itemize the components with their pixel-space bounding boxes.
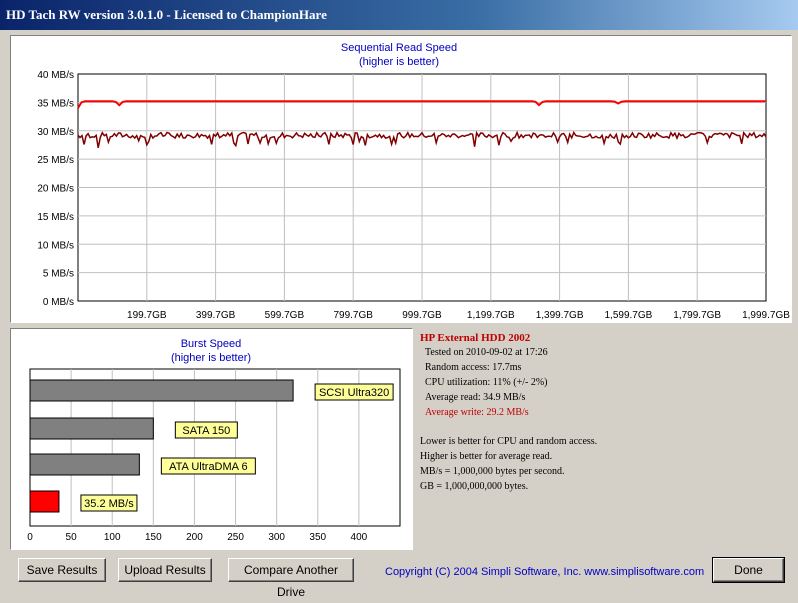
x-tick-label: 999.7GB xyxy=(402,310,442,321)
y-tick-label: 10 MB/s xyxy=(37,240,74,251)
sequential-read-panel: Sequential Read Speed (higher is better)… xyxy=(10,35,792,323)
x-tick-label: 1,399.7GB xyxy=(536,310,584,321)
note-lower-better: Lower is better for CPU and random acces… xyxy=(420,436,598,447)
upload-results-label: Upload Results xyxy=(124,563,206,577)
burst-bar-label-box xyxy=(314,383,394,401)
save-results-label: Save Results xyxy=(26,563,98,577)
burst-chart-subtitle: (higher is better) xyxy=(171,352,251,364)
burst-x-tick-label: 100 xyxy=(104,532,121,543)
burst-x-tick-label: 50 xyxy=(66,532,78,543)
done-label: Done xyxy=(734,563,763,577)
average-write: Average write: 29.2 MB/s xyxy=(425,407,529,418)
burst-speed-panel: Burst Speed (higher is better) SCSI Ultr… xyxy=(10,328,413,550)
burst-bar-label-box xyxy=(174,421,238,439)
burst-bar-label: ATA UltraDMA 6 xyxy=(169,461,247,473)
sequential-chart-title: Sequential Read Speed xyxy=(341,42,457,54)
tested-date: Tested on 2010-09-02 at 17:26 xyxy=(425,347,548,358)
title-bar[interactable]: HD Tach RW version 3.0.1.0 - Licensed to… xyxy=(0,0,798,30)
x-tick-label: 399.7GB xyxy=(196,310,236,321)
y-tick-label: 5 MB/s xyxy=(43,269,74,280)
sequential-chart-subtitle: (higher is better) xyxy=(359,56,439,68)
burst-bar-label: 35.2 MB/s xyxy=(84,498,134,510)
window-title: HD Tach RW version 3.0.1.0 - Licensed to… xyxy=(6,7,327,22)
average-read: Average read: 34.9 MB/s xyxy=(425,392,526,403)
burst-bar-label: SATA 150 xyxy=(182,425,230,437)
secondary-speed-line xyxy=(77,130,767,148)
burst-bar xyxy=(29,453,140,476)
note-mbs-definition: MB/s = 1,000,000 bytes per second. xyxy=(420,466,565,477)
burst-bar-label: SCSI Ultra320 xyxy=(319,387,389,399)
burst-x-tick-label: 350 xyxy=(309,532,326,543)
burst-bar xyxy=(29,379,294,402)
random-access: Random access: 17.7ms xyxy=(425,362,522,373)
burst-speed-chart: Burst Speed (higher is better) SCSI Ultr… xyxy=(27,338,401,543)
y-tick-label: 0 MB/s xyxy=(43,297,74,308)
burst-x-tick-label: 250 xyxy=(227,532,244,543)
read-speed-line xyxy=(77,100,766,109)
done-button[interactable]: Done xyxy=(712,557,785,583)
y-tick-label: 40 MB/s xyxy=(37,70,74,81)
x-tick-label: 1,999.7GB xyxy=(742,310,790,321)
x-tick-label: 799.7GB xyxy=(333,310,373,321)
y-tick-label: 25 MB/s xyxy=(37,155,74,166)
y-tick-label: 35 MB/s xyxy=(37,98,74,109)
x-tick-label: 1,799.7GB xyxy=(673,310,721,321)
note-higher-better: Higher is better for average read. xyxy=(420,451,553,462)
burst-x-tick-label: 400 xyxy=(351,532,368,543)
burst-chart-title: Burst Speed xyxy=(181,338,242,350)
x-tick-label: 199.7GB xyxy=(127,310,167,321)
compare-another-drive-label: Compare Another Drive xyxy=(243,563,339,599)
compare-another-drive-button[interactable]: Compare Another Drive xyxy=(228,558,354,599)
note-gb-definition: GB = 1,000,000,000 bytes. xyxy=(420,481,529,492)
x-tick-label: 1,599.7GB xyxy=(604,310,652,321)
sequential-read-chart: Sequential Read Speed (higher is better)… xyxy=(37,42,790,321)
x-tick-label: 1,199.7GB xyxy=(467,310,515,321)
burst-bar-label-box xyxy=(160,457,256,475)
burst-bar xyxy=(29,417,154,440)
y-tick-label: 30 MB/s xyxy=(37,127,74,138)
results-info-panel: HP External HDD 2002 Tested on 2010-09-0… xyxy=(418,330,794,550)
y-tick-label: 15 MB/s xyxy=(37,212,74,223)
burst-x-tick-label: 300 xyxy=(268,532,285,543)
burst-x-tick-label: 200 xyxy=(186,532,203,543)
upload-results-button[interactable]: Upload Results xyxy=(118,558,212,582)
y-tick-label: 20 MB/s xyxy=(37,184,74,195)
burst-x-tick-label: 0 xyxy=(27,532,33,543)
copyright-link[interactable]: Copyright (C) 2004 Simpli Software, Inc.… xyxy=(385,566,705,578)
burst-bar xyxy=(29,490,60,513)
burst-bar-label-box xyxy=(80,494,138,512)
cpu-utilization: CPU utilization: 11% (+/- 2%) xyxy=(425,377,548,388)
save-results-button[interactable]: Save Results xyxy=(18,558,106,582)
drive-name: HP External HDD 2002 xyxy=(420,332,531,344)
burst-x-tick-label: 150 xyxy=(145,532,162,543)
x-tick-label: 599.7GB xyxy=(265,310,305,321)
